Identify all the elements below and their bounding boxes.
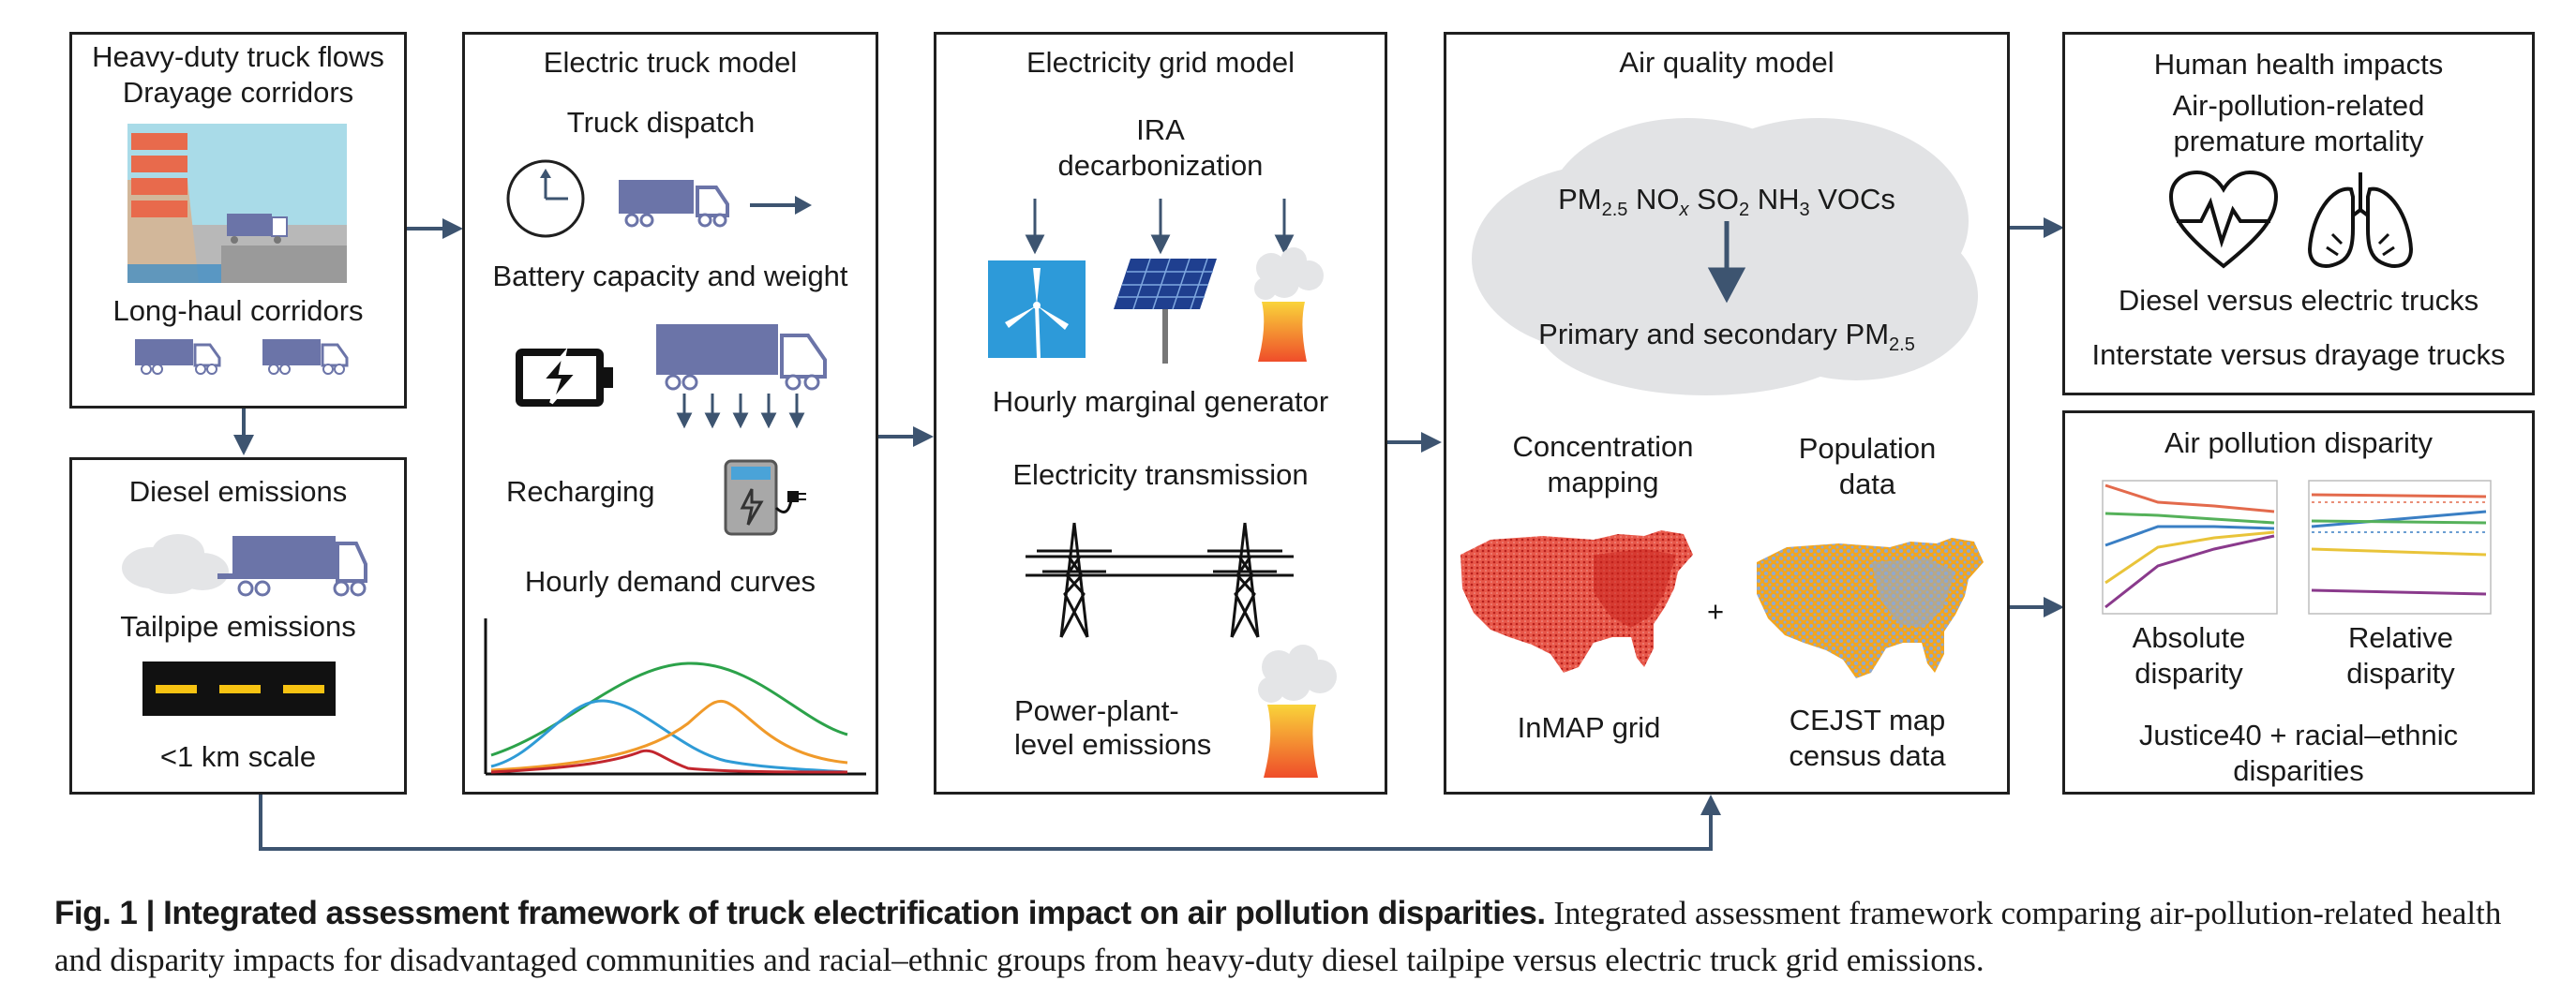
- population-line1: Population: [1798, 432, 1937, 465]
- panel-diesel-emissions: [69, 457, 407, 795]
- plant-line2: level emissions: [1014, 728, 1212, 761]
- ira-line2: decarbonization: [1057, 149, 1264, 182]
- nox-label: NO: [1636, 183, 1680, 216]
- voc-label: VOCs: [1818, 183, 1895, 216]
- panel-human-health-impacts: [2062, 32, 2535, 395]
- heart-icon: [2168, 170, 2279, 269]
- nh3-subscript: 3: [1799, 200, 1810, 221]
- solar-panel-icon: [1114, 258, 1217, 364]
- primary-subscript: 2.5: [1889, 334, 1915, 356]
- ira-line1: IRA: [1136, 113, 1185, 146]
- figure-caption: Fig. 1 | Integrated assessment framework…: [54, 890, 2529, 984]
- electric-truck-weight-icon: [656, 324, 827, 429]
- electric-title: Electric truck model: [543, 46, 798, 79]
- interstate-vs-drayage: Interstate versus drayage trucks: [2091, 338, 2506, 371]
- lungs-icon: [2307, 172, 2414, 268]
- caption-label: Fig. 1 | Integrated assessment framework…: [54, 895, 1546, 931]
- scale-label: <1 km scale: [159, 740, 317, 773]
- dispatch-arrow-icon: [750, 196, 812, 215]
- pollutants-line: PM2.5 NOx SO2 NH3 VOCs: [1444, 182, 2010, 228]
- transmission-label: Electricity transmission: [1012, 458, 1309, 491]
- longhaul-truck-2-icon: [262, 339, 349, 375]
- ira-down-arrows: [1025, 199, 1295, 255]
- relative-line2: disparity: [2346, 657, 2455, 690]
- port-illustration: [127, 124, 347, 283]
- relative-disparity-chart: [2308, 480, 2492, 615]
- pm-label: PM: [1558, 183, 1602, 216]
- cejst-us-map: [1757, 538, 1984, 678]
- primary-secondary-label: Primary and secondary PM2.5: [1444, 317, 2010, 363]
- nox-subscript: x: [1679, 200, 1689, 221]
- wind-turbine-icon: [988, 260, 1086, 359]
- concentration-line1: Concentration: [1512, 430, 1694, 463]
- plant-line1: Power-plant-: [1014, 694, 1179, 727]
- demand-curve-green: [490, 662, 848, 757]
- transmission-towers-icon: [1026, 522, 1294, 638]
- health-title: Human health impacts: [2153, 48, 2444, 81]
- power-plant-icon: [1254, 247, 1324, 362]
- mortality-line1: Air-pollution-related: [2172, 89, 2425, 122]
- inmap-us-map: [1460, 530, 1693, 673]
- justice-line1: Justice40 + racial–ethnic: [2138, 719, 2459, 751]
- clock-icon: [506, 159, 585, 238]
- demand-curve-orange: [490, 699, 848, 772]
- primary-text: Primary and secondary PM: [1538, 318, 1890, 350]
- cejst-line2: census data: [1789, 739, 1946, 772]
- absolute-line2: disparity: [2134, 657, 2243, 690]
- battery-label: Battery capacity and weight: [492, 260, 848, 292]
- caption-text: Integrated assessment framework comparin…: [54, 895, 2502, 978]
- diesel-truck-smoke-icon: [122, 534, 367, 597]
- demand-curve-blue: [490, 699, 848, 774]
- concentration-line2: mapping: [1547, 466, 1659, 498]
- plus-sign: +: [1706, 595, 1725, 628]
- diesel-vs-electric: Diesel versus electric trucks: [2118, 284, 2479, 317]
- marginal-label: Hourly marginal generator: [992, 385, 1329, 418]
- longhaul-label: Long-haul corridors: [112, 294, 364, 327]
- mortality-line2: premature mortality: [2173, 125, 2424, 157]
- relative-line1: Relative: [2348, 621, 2453, 654]
- charger-icon: [724, 459, 806, 536]
- so2-label: SO: [1697, 183, 1739, 216]
- absolute-line1: Absolute: [2132, 621, 2246, 654]
- diesel-title: Diesel emissions: [128, 475, 348, 508]
- absolute-disparity-chart: [2102, 480, 2278, 615]
- flows-title: Heavy-duty truck flows: [92, 40, 384, 73]
- pollutant-cloud: [1472, 118, 1978, 395]
- pm-subscript: 2.5: [1601, 200, 1628, 221]
- disparity-title: Air pollution disparity: [2164, 426, 2434, 459]
- demand-label: Hourly demand curves: [524, 565, 816, 598]
- dispatch-label: Truck dispatch: [566, 106, 756, 139]
- justice-line2: disparities: [2233, 754, 2364, 787]
- so2-subscript: 2: [1738, 200, 1750, 221]
- population-line2: data: [1838, 468, 1896, 500]
- battery-icon: [516, 347, 613, 407]
- power-plant-emissions-icon: [1258, 645, 1337, 778]
- recharging-label: Recharging: [506, 475, 655, 508]
- cejst-line1: CEJST map: [1789, 704, 1946, 736]
- longhaul-truck-1-icon: [135, 339, 221, 375]
- demand-curves-chart: [484, 618, 866, 776]
- air-title: Air quality model: [1619, 46, 1835, 79]
- inmap-label: InMAP grid: [1517, 711, 1661, 744]
- nh3-label: NH: [1757, 183, 1800, 216]
- grid-title: Electricity grid model: [1026, 46, 1295, 79]
- arrow-diesel-to-air: [259, 795, 1721, 851]
- panel-electric-truck-model: [462, 32, 878, 795]
- tailpipe-label: Tailpipe emissions: [120, 610, 356, 643]
- demand-curve-red: [490, 749, 848, 774]
- road-icon: [142, 662, 336, 716]
- drayage-label: Drayage corridors: [122, 76, 354, 109]
- electric-truck-small-icon: [619, 180, 729, 228]
